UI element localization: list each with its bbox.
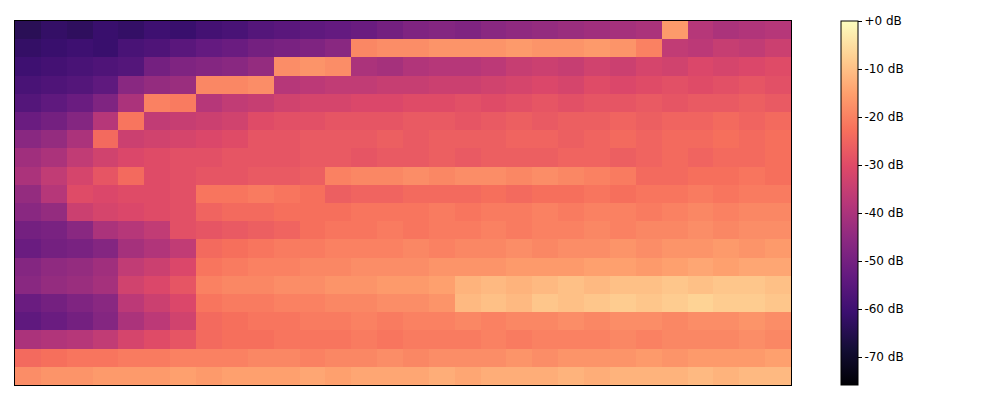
svg-text:-70 dB: -70 dB	[864, 350, 903, 364]
svg-text:-40 dB: -40 dB	[864, 206, 903, 220]
svg-text:-30 dB: -30 dB	[864, 158, 903, 172]
svg-text:-50 dB: -50 dB	[864, 254, 903, 268]
svg-text:+0 dB: +0 dB	[864, 14, 901, 28]
svg-text:-10 dB: -10 dB	[864, 62, 903, 76]
svg-text:-20 dB: -20 dB	[864, 110, 903, 124]
svg-text:-60 dB: -60 dB	[864, 302, 903, 316]
